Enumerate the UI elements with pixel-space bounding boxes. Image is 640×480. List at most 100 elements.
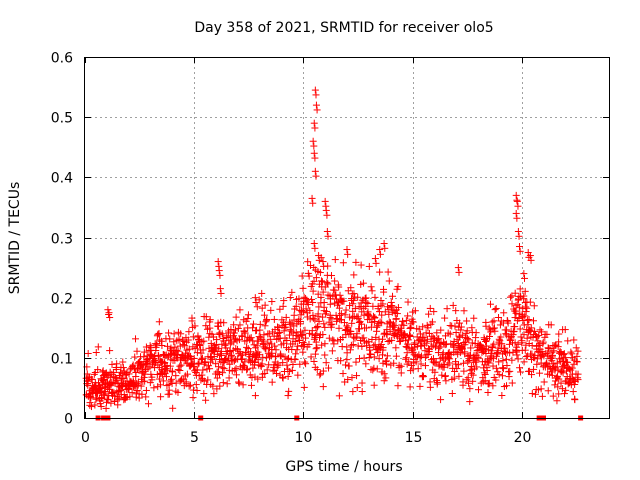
data-point bbox=[513, 351, 521, 359]
data-point bbox=[358, 388, 366, 396]
data-point bbox=[394, 382, 402, 390]
data-point bbox=[247, 381, 255, 389]
data-point bbox=[280, 297, 288, 305]
data-point bbox=[562, 354, 570, 362]
data-point bbox=[570, 376, 578, 384]
data-point bbox=[88, 376, 96, 384]
data-point bbox=[485, 359, 493, 367]
data-point bbox=[279, 302, 287, 310]
chart-title: Day 358 of 2021, SRMTID for receiver olo… bbox=[194, 20, 493, 36]
data-point bbox=[489, 382, 497, 390]
data-point bbox=[394, 283, 402, 291]
data-point bbox=[365, 262, 373, 270]
data-point bbox=[366, 344, 374, 352]
data-point bbox=[202, 322, 210, 330]
data-point bbox=[241, 358, 249, 366]
y-tick-label: 0.2 bbox=[51, 292, 73, 308]
data-point bbox=[502, 355, 510, 363]
data-point bbox=[155, 352, 163, 360]
data-point bbox=[503, 382, 511, 390]
data-point bbox=[240, 328, 248, 336]
data-point bbox=[239, 362, 247, 370]
data-point bbox=[488, 318, 496, 326]
data-point bbox=[312, 172, 320, 180]
data-point bbox=[340, 297, 348, 305]
data-point bbox=[309, 299, 317, 307]
data-point bbox=[375, 319, 383, 327]
data-point bbox=[292, 302, 300, 310]
data-point bbox=[384, 268, 392, 276]
data-point bbox=[331, 277, 339, 285]
data-point bbox=[300, 383, 308, 391]
data-point bbox=[310, 119, 318, 127]
data-point bbox=[218, 351, 226, 359]
data-point bbox=[219, 379, 227, 387]
data-point bbox=[314, 322, 322, 330]
data-point bbox=[142, 386, 150, 394]
data-point bbox=[526, 298, 534, 306]
data-point bbox=[311, 167, 319, 175]
data-point bbox=[256, 320, 264, 328]
data-point bbox=[154, 330, 162, 338]
data-point bbox=[315, 317, 323, 325]
y-tick-label: 0.4 bbox=[51, 171, 73, 187]
data-point bbox=[485, 379, 493, 387]
data-point bbox=[348, 374, 356, 382]
data-point bbox=[312, 338, 320, 346]
data-point bbox=[308, 327, 316, 335]
data-point bbox=[324, 280, 332, 288]
data-point bbox=[101, 389, 109, 397]
data-point bbox=[452, 328, 460, 336]
data-point bbox=[106, 314, 114, 322]
y-axis-label: SRMTID / TECUs bbox=[7, 182, 23, 295]
data-point bbox=[258, 360, 266, 368]
data-point bbox=[491, 306, 499, 314]
data-point bbox=[243, 366, 251, 374]
data-point bbox=[549, 392, 557, 400]
data-point bbox=[216, 382, 224, 390]
data-point bbox=[397, 369, 405, 377]
data-point bbox=[387, 301, 395, 309]
data-point bbox=[527, 324, 535, 332]
data-point bbox=[357, 261, 365, 269]
data-point bbox=[325, 364, 333, 372]
data-point bbox=[133, 380, 141, 388]
data-point bbox=[376, 246, 384, 254]
data-point bbox=[371, 293, 379, 301]
data-point bbox=[249, 364, 257, 372]
data-point bbox=[113, 377, 121, 385]
data-point bbox=[514, 355, 522, 363]
data-point bbox=[243, 365, 251, 373]
data-point bbox=[469, 377, 477, 385]
data-point bbox=[142, 343, 150, 351]
data-point bbox=[321, 197, 329, 205]
data-point bbox=[441, 314, 449, 322]
data-point bbox=[555, 375, 563, 383]
data-point bbox=[342, 361, 350, 369]
data-point bbox=[288, 288, 296, 296]
data-point bbox=[309, 137, 317, 145]
data-point bbox=[449, 301, 457, 309]
data-point bbox=[459, 359, 467, 367]
data-point bbox=[311, 154, 319, 162]
data-point bbox=[319, 383, 327, 391]
data-point bbox=[163, 366, 171, 374]
data-point bbox=[321, 351, 329, 359]
data-point bbox=[466, 366, 474, 374]
data-point bbox=[282, 323, 290, 331]
data-point bbox=[244, 311, 252, 319]
data-point bbox=[313, 106, 321, 114]
data-point bbox=[373, 327, 381, 335]
data-point bbox=[371, 341, 379, 349]
data-point bbox=[415, 325, 423, 333]
data-point bbox=[225, 336, 233, 344]
data-point bbox=[528, 350, 536, 358]
data-point bbox=[150, 384, 158, 392]
data-point bbox=[199, 366, 207, 374]
data-point bbox=[322, 359, 330, 367]
data-point bbox=[488, 349, 496, 357]
data-point bbox=[319, 331, 327, 339]
data-point bbox=[360, 334, 368, 342]
data-point bbox=[196, 342, 204, 350]
